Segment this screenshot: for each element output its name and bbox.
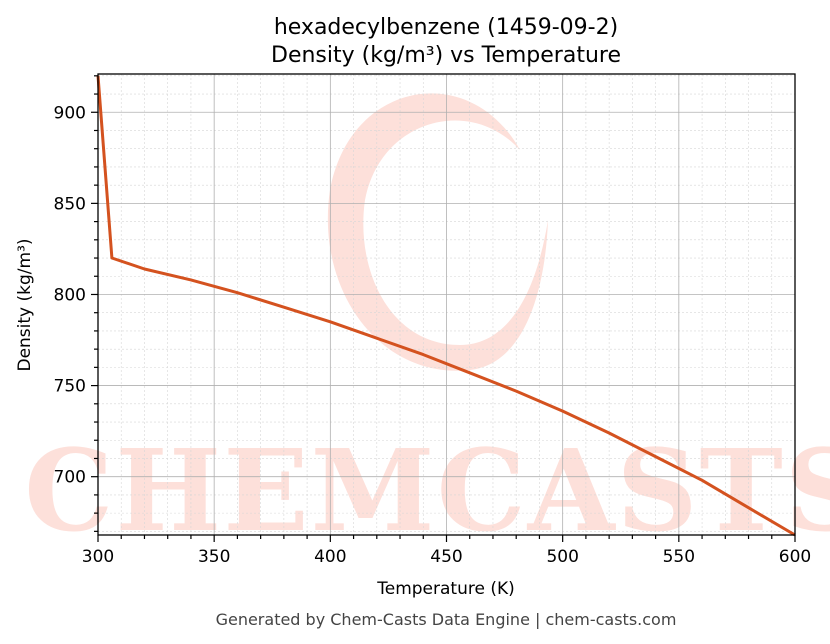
- y-axis-label: Density (kg/m³): [15, 238, 35, 371]
- y-tick-label: 800: [54, 285, 86, 305]
- chart-title: hexadecylbenzene (1459-09-2): [274, 15, 618, 40]
- x-tick-label: 350: [198, 547, 230, 567]
- x-tick-label: 300: [82, 547, 114, 567]
- y-tick-label: 750: [54, 377, 86, 397]
- footer-credit: Generated by Chem-Casts Data Engine | ch…: [216, 610, 677, 629]
- chart-subtitle: Density (kg/m³) vs Temperature: [271, 43, 621, 68]
- x-tick-label: 400: [314, 547, 346, 567]
- y-tick-label: 900: [54, 103, 86, 123]
- x-tick-label: 550: [663, 547, 695, 567]
- x-tick-label: 600: [779, 547, 811, 567]
- y-tick-label: 850: [54, 194, 86, 214]
- watermark-logo: CHEMCASTS: [24, 93, 830, 557]
- x-tick-label: 500: [546, 547, 578, 567]
- watermark-text: CHEMCASTS: [24, 426, 830, 557]
- x-axis-label: Temperature (K): [376, 579, 515, 599]
- density-line: [96, 75, 796, 537]
- x-tick-label: 450: [430, 547, 462, 567]
- y-tick-label: 700: [54, 468, 86, 488]
